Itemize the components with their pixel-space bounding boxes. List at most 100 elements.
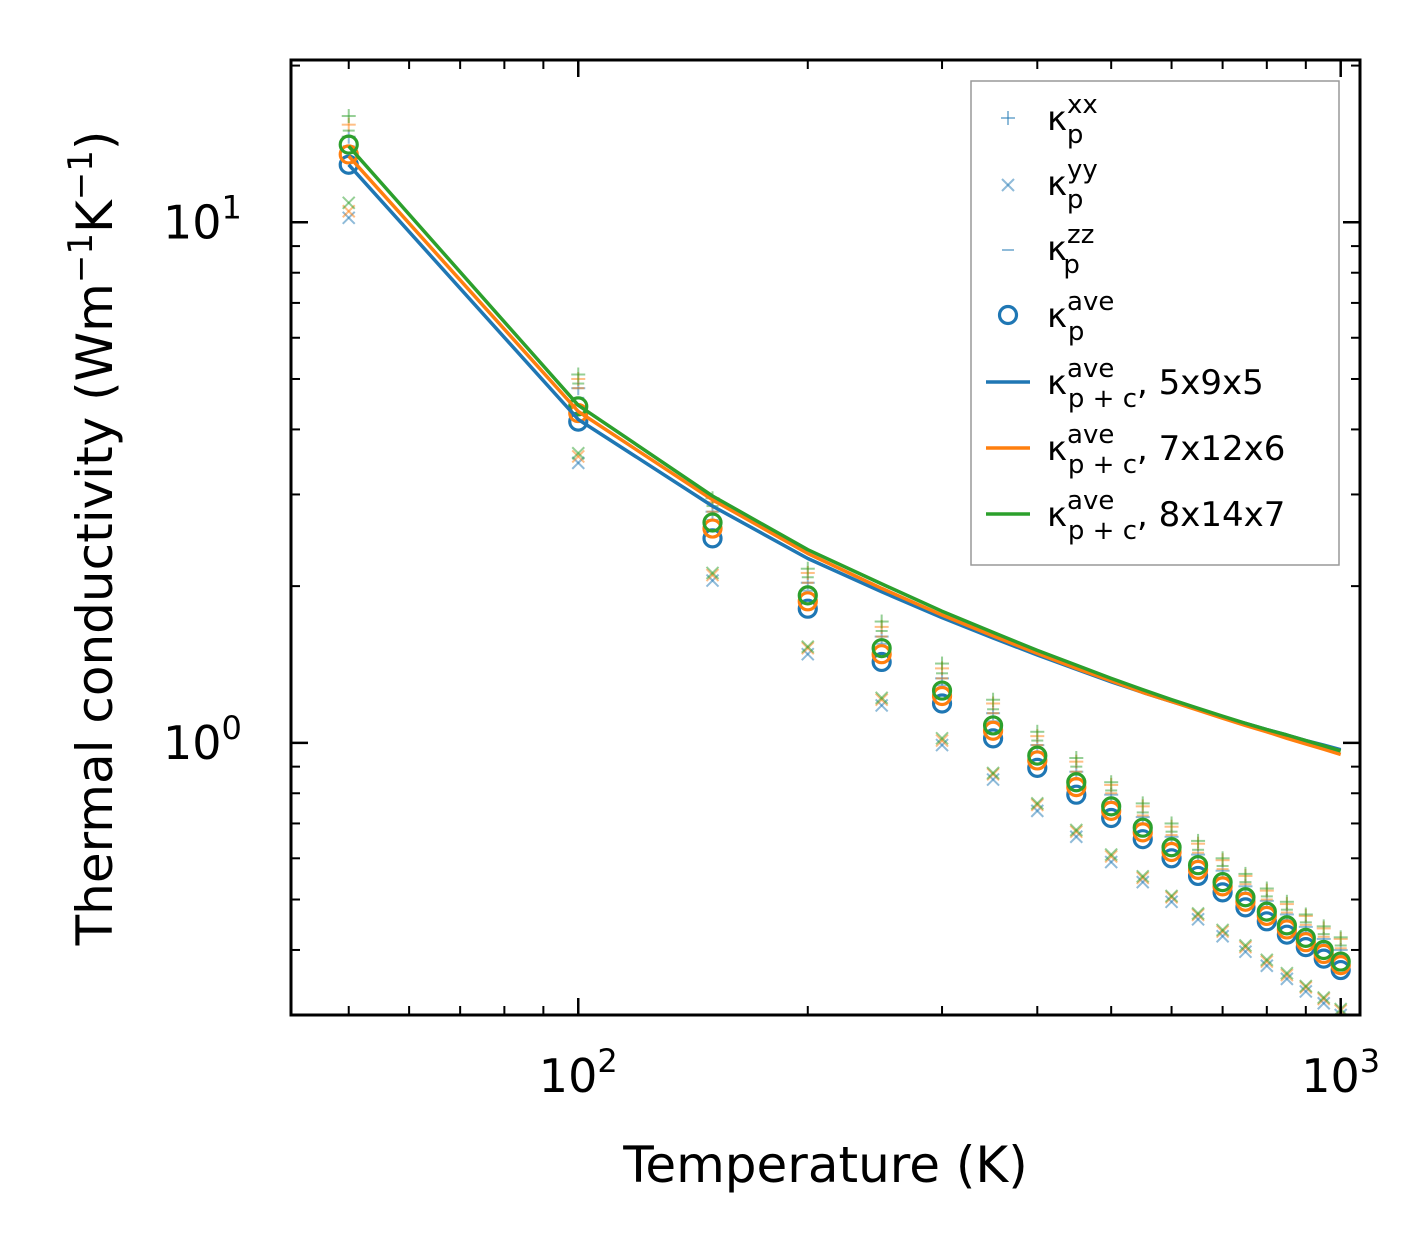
kyy-point-8x14x7-550 [1136,869,1150,884]
kxx-point-8x14x7-450 [1069,751,1084,766]
kyy-point-7x12x6-850 [1280,968,1294,982]
kave-series-8x14x7 [338,134,1351,972]
kave-point-7x12x6-250 [871,644,892,665]
kyy-point-8x14x7-250 [874,691,889,705]
kave-point-8x14x7-950 [1313,939,1334,961]
kxx-point-8x14x7-1000 [1333,930,1348,945]
kave-point-5x9x5-700 [1212,882,1233,903]
kave-point-8x14x7-450 [1066,772,1087,793]
kxx-point-8x14x7-100 [571,367,586,382]
legend-sup: ave [1067,287,1114,317]
kave-point-8x14x7-250 [871,638,892,659]
plot-layer [338,109,1351,1015]
y-title-sup1: −1 [61,233,101,283]
kyy-point-5x9x5-900 [1299,984,1313,999]
legend-suffix: , 8x14x7 [1137,495,1285,535]
kxx-point-8x14x7-500 [1104,775,1119,790]
legend-sub: p [1067,120,1084,150]
kave-point-8x14x7-500 [1101,796,1122,817]
kave-point-8x14x7-700 [1212,872,1233,893]
kyy-point-8x14x7-400 [1030,796,1045,811]
kyy-point-5x9x5-950 [1317,996,1331,1010]
kyy-point-7x12x6-550 [1136,871,1150,885]
kave-point-5x9x5-400 [1027,757,1048,778]
kave-point-8x14x7-300 [931,680,953,701]
kave-point-8x14x7-800 [1256,901,1277,922]
x-tick-exp: 2 [597,1042,617,1080]
kyy-point-7x12x6-100 [571,449,585,464]
kave-point-8x14x7-200 [797,585,818,606]
kxx-point-8x14x7-950 [1316,919,1331,934]
kave-point-5x9x5-550 [1132,829,1153,850]
legend-label: κave p + c, 8x14x7 [1047,486,1285,546]
y-tick-label: 100 [163,709,242,770]
legend-suffix: , 5x9x5 [1137,363,1264,403]
kave-point-5x9x5-250 [871,651,892,673]
kave-point-5x9x5-750 [1235,897,1256,918]
kyy-point-7x12x6-450 [1069,824,1084,839]
kyy-point-7x12x6-750 [1238,940,1253,954]
kxx-point-8x14x7-600 [1164,816,1179,831]
legend-label: κave p + c, 7x12x6 [1047,420,1285,480]
kyy-point-8x14x7-500 [1104,847,1118,862]
kyy-point-5x9x5-650 [1191,912,1205,927]
kpc-line-8x14x7 [347,145,1342,753]
x-tick-label: 102 [539,1042,618,1103]
legend-circle-marker [997,304,1019,326]
kyy-point-7x12x6-300 [935,733,949,748]
legend-box [970,80,1340,566]
kxx-point-8x14x7-650 [1191,833,1206,848]
kpc-line-7x12x6 [347,154,1342,757]
legend-kappa: κ [1047,363,1067,403]
kyy-point-7x12x6-400 [1030,798,1045,812]
kxx-point-8x14x7-400 [1030,724,1045,739]
kyy-point-8x14x7-50 [342,196,356,210]
y-tick-exp: 1 [222,188,242,226]
x-axis-title: Temperature (K) [622,1136,1027,1194]
y-title-main: Thermal conductivity (Wm [66,283,124,946]
kyy-point-7x12x6-700 [1215,924,1230,939]
kave-point-5x9x5-650 [1187,865,1209,887]
kyy-point-8x14x7-750 [1238,938,1253,953]
kave-point-8x14x7-100 [568,396,589,417]
kave-point-8x14x7-600 [1161,837,1182,858]
kave-point-5x9x5-350 [982,728,1004,749]
y-tick-base: 10 [163,195,222,249]
kxx-point-8x14x7-750 [1238,866,1253,881]
legend-sup: yy [1067,155,1098,185]
kxx-point-8x14x7-550 [1135,796,1150,811]
kyy-point-7x12x6-800 [1260,954,1274,969]
kxx-point-8x14x7-350 [986,692,1001,707]
kyy-point-8x14x7-600 [1164,889,1179,903]
kyy-point-8x14x7-950 [1317,990,1331,1005]
legend-kappa: κ [1047,99,1067,139]
kxx-point-8x14x7-200 [800,561,815,576]
legend-sup: zz [1067,220,1094,250]
legend-label: κzz p [1047,220,1094,280]
series-group-8x14x7 [341,109,1348,1015]
legend-kappa: κ [1047,164,1067,204]
x-tick-label: 103 [1301,1042,1380,1103]
kave-point-8x14x7-50 [338,134,359,155]
legend-x-marker [1001,178,1015,192]
legend-item-4: κave p + c, 5x9x5 [986,354,1264,414]
kyy-point-5x9x5-700 [1215,929,1230,943]
legend-label: κxx p [1047,90,1098,150]
kyy-point-8x14x7-450 [1069,823,1084,837]
legend-kappa: κ [1047,429,1067,469]
kave-point-7x12x6-150 [702,518,723,539]
kyy-point-7x12x6-500 [1104,849,1118,864]
kave-point-5x9x5-450 [1066,784,1087,805]
kxx-point-8x14x7-300 [935,656,950,671]
kyy-point-7x12x6-150 [705,568,720,582]
kyy-point-8x14x7-350 [986,766,1000,780]
kave-point-7x12x6-200 [797,591,818,612]
y-tick-base: 10 [163,716,222,770]
kyy-point-5x9x5-800 [1260,959,1274,973]
kyy-point-8x14x7-900 [1299,979,1313,993]
kave-point-8x14x7-550 [1132,817,1153,838]
kyy-point-8x14x7-200 [801,639,815,654]
legend-label: κave p + c, 5x9x5 [1047,354,1264,414]
kave-point-8x14x7-1000 [1330,951,1351,972]
kyy-point-5x9x5-100 [571,456,585,470]
